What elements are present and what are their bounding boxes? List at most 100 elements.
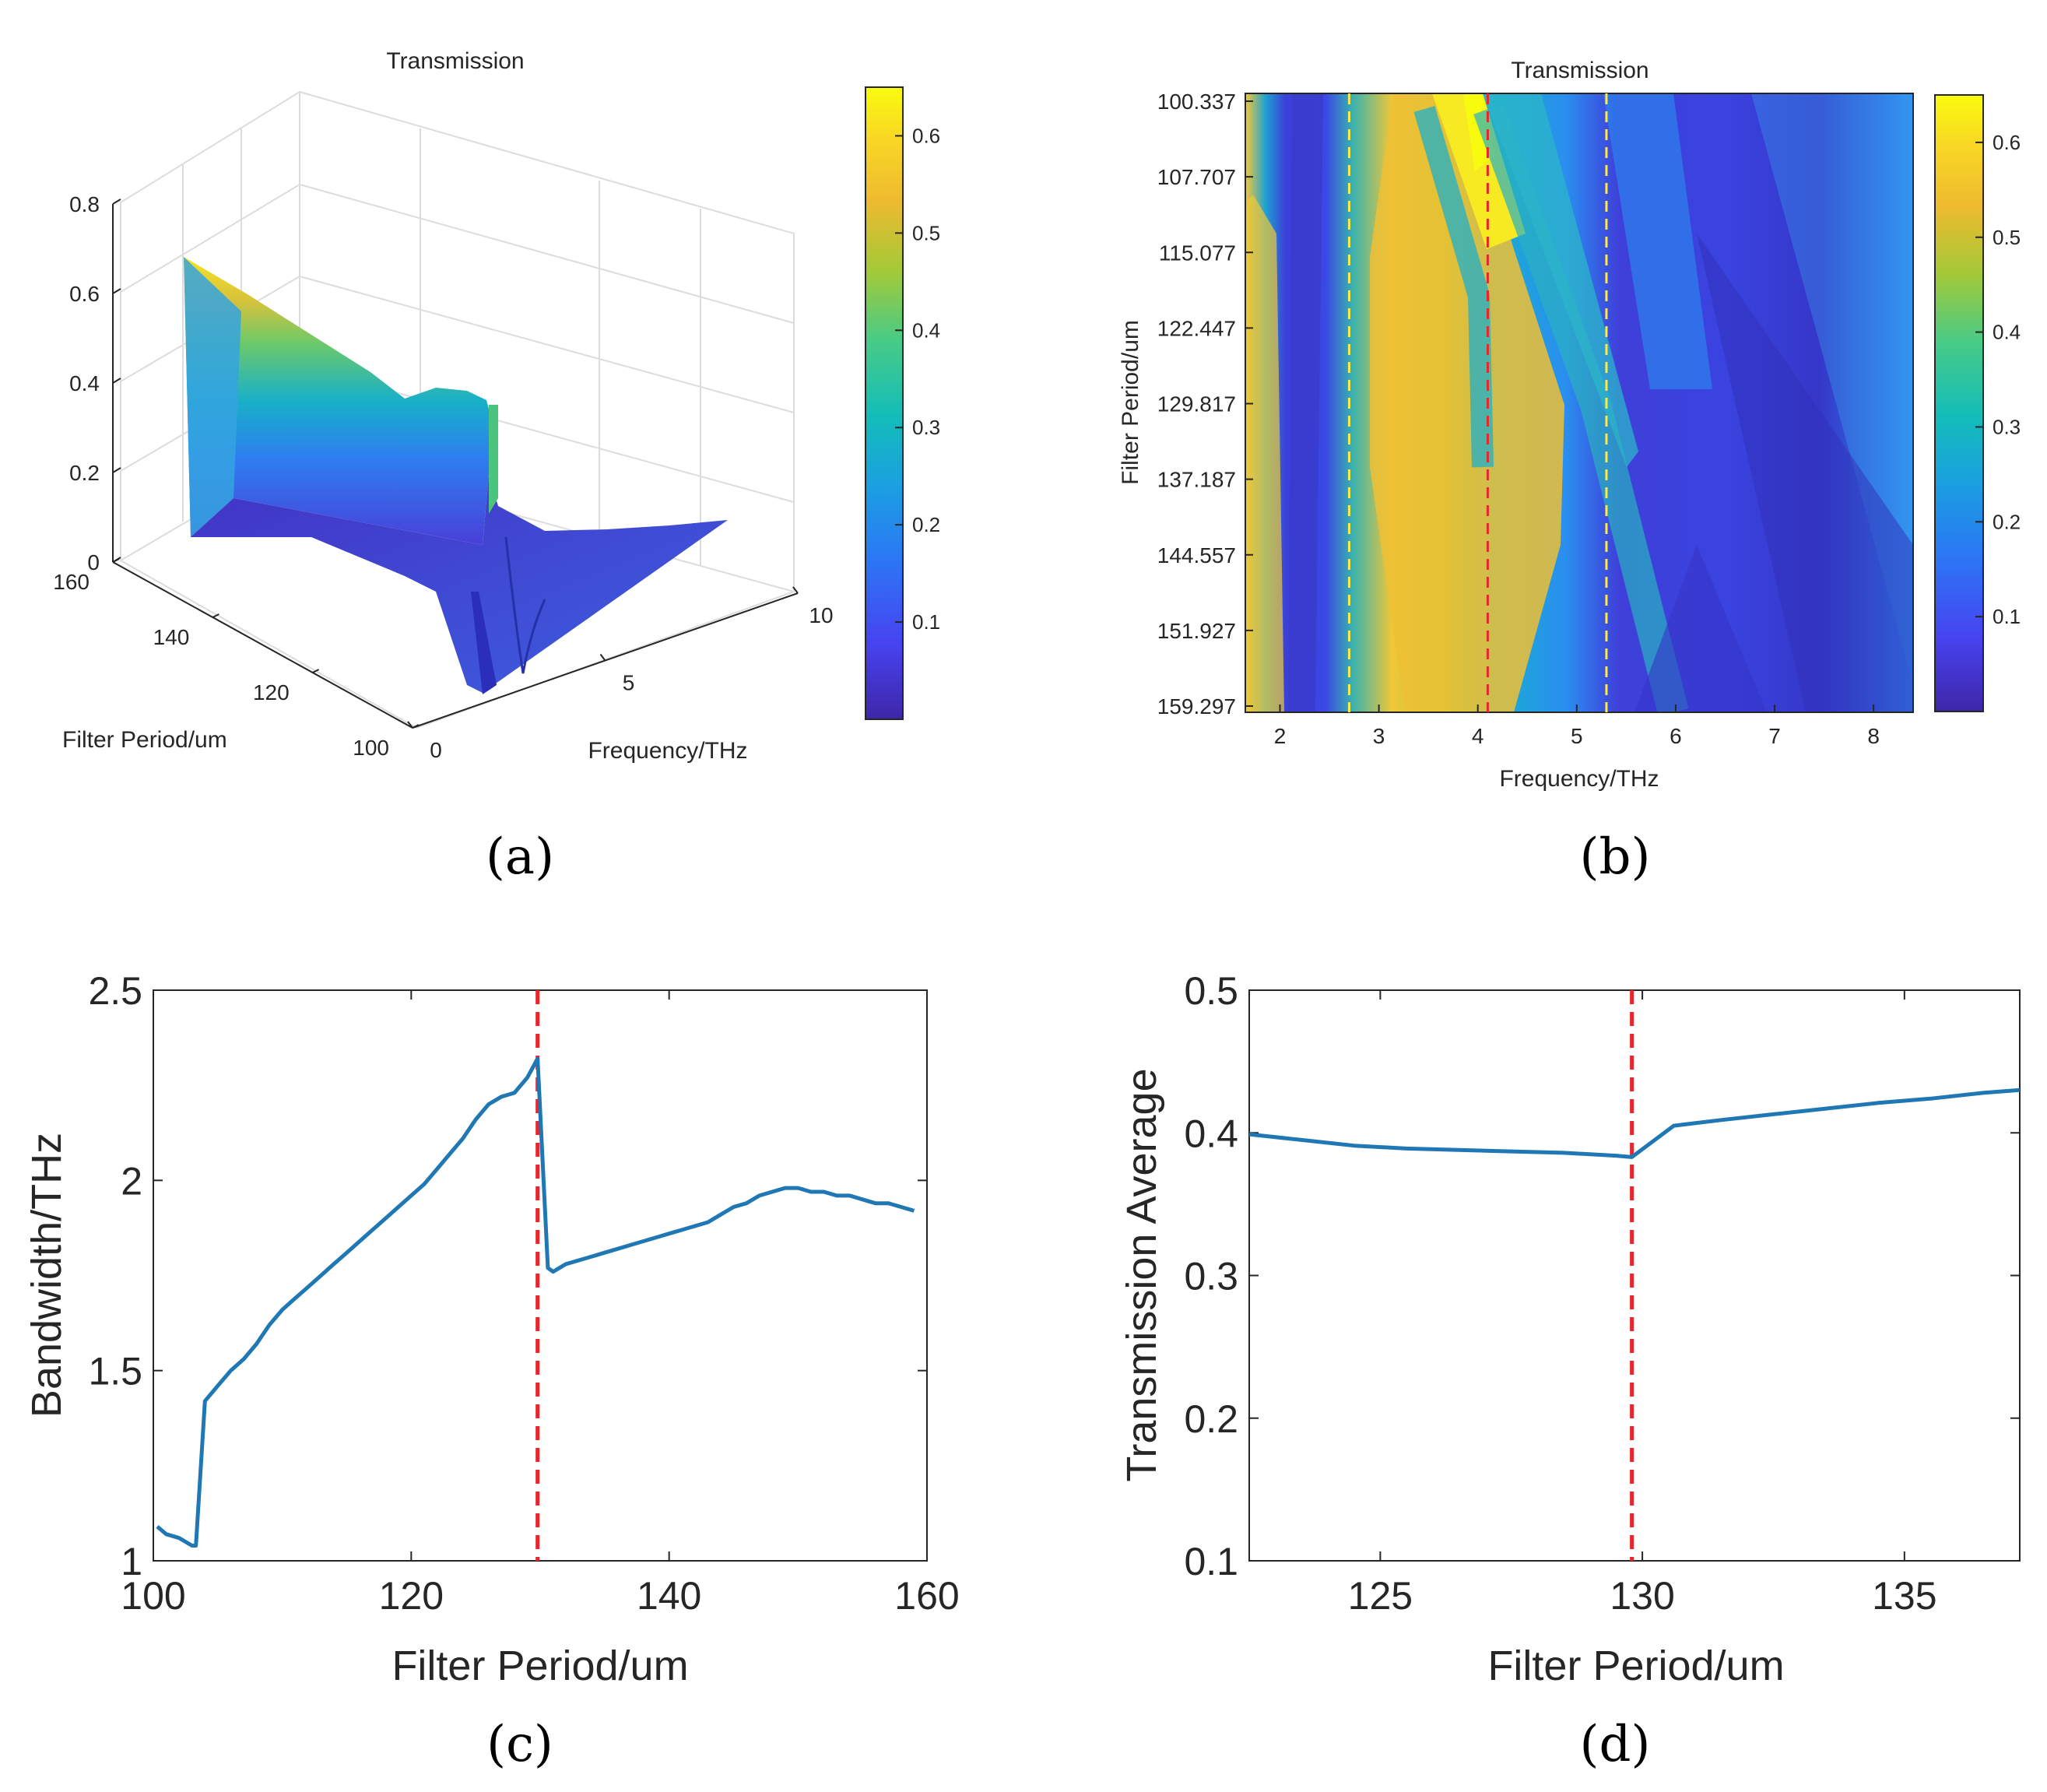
x-tick-mark bbox=[792, 586, 799, 594]
panel-a-surface bbox=[184, 257, 728, 694]
x-tick-mark bbox=[407, 721, 413, 729]
y-tick-label: 160 bbox=[53, 570, 90, 594]
z-tick-label: 0 bbox=[87, 550, 100, 574]
panel-b-x-label: Frequency/THz bbox=[1499, 766, 1659, 792]
z-tick-label: 0.4 bbox=[69, 371, 100, 395]
y-tick-label: 1.5 bbox=[88, 1350, 142, 1393]
panel-a-z-axis: 0 0.2 0.4 0.6 0.8 bbox=[69, 192, 121, 574]
surface-dip bbox=[471, 592, 497, 694]
y-tick-label: 0.5 bbox=[1184, 969, 1238, 1013]
y-tick-label: 100 bbox=[353, 736, 389, 760]
surface-dip-curve bbox=[504, 536, 546, 674]
y-tick-label: 120 bbox=[253, 680, 290, 705]
y-tick-label: 2.5 bbox=[88, 969, 142, 1013]
x-tick-label: 135 bbox=[1872, 1574, 1936, 1618]
colorbar-tick-label: 0.5 bbox=[912, 221, 940, 244]
panel-c-y-label: Bandwidth/THz bbox=[23, 1133, 70, 1418]
y-tick-mark bbox=[312, 669, 320, 673]
x-tick-label: 5 bbox=[623, 671, 635, 695]
panel-c-series bbox=[156, 1056, 915, 1548]
surface-floor bbox=[191, 475, 728, 693]
y-tick-label: 2 bbox=[121, 1159, 142, 1203]
colorbar-tick-label: 0.2 bbox=[912, 513, 940, 536]
colorbar-tick-label: 0.4 bbox=[912, 318, 940, 342]
panel-b-x-ticks: 2 3 4 5 6 7 8 bbox=[1274, 705, 1880, 748]
surface-back-wall bbox=[184, 257, 492, 545]
colorbar-tick-label: 0.6 bbox=[1993, 131, 2021, 154]
y-tick-label: 137.187 bbox=[1157, 468, 1236, 492]
series-line bbox=[1248, 1087, 2021, 1159]
panel-c-axes-box bbox=[153, 989, 928, 1562]
caption-b: (b) bbox=[1580, 828, 1651, 886]
x-tick-label: 6 bbox=[1670, 724, 1682, 748]
panel-b-heatmap: Transmission 2 3 4 5 6 7 8 100.337 107.707 115.0… bbox=[1118, 58, 2021, 792]
y-tick-label: 159.297 bbox=[1157, 694, 1236, 719]
z-tick-label: 0.8 bbox=[69, 192, 100, 216]
surface-ridge bbox=[489, 405, 498, 514]
panel-a-z-ticks: 0 0.2 0.4 0.6 0.8 bbox=[69, 192, 121, 574]
x-tick-label: 10 bbox=[809, 603, 833, 627]
panel-d-ticks: 125 130 135 0.1 0.2 0.3 0.4 0.5 bbox=[1184, 969, 2020, 1618]
panel-a-y-ticks: 100 120 140 160 bbox=[53, 558, 420, 760]
y-tick-label: 0.4 bbox=[1184, 1112, 1238, 1155]
z-tick-mark bbox=[112, 467, 121, 473]
colorbar-tick-label: 0.4 bbox=[1993, 321, 2021, 344]
z-tick-mark bbox=[112, 288, 121, 294]
y-tick-label: 151.927 bbox=[1157, 619, 1236, 643]
y-tick-mark bbox=[112, 558, 120, 563]
y-tick-label: 0.3 bbox=[1184, 1255, 1238, 1298]
colorbar-tick-label: 0.5 bbox=[1993, 226, 2021, 249]
x-tick-label: 140 bbox=[637, 1574, 701, 1618]
panel-b-heatmap-image bbox=[1245, 93, 1913, 712]
panel-c-line-chart: 100 120 140 160 1 1.5 2 2.5 Filter Period/um Ba… bbox=[23, 969, 960, 1689]
panel-c-x-label: Filter Period/um bbox=[391, 1643, 688, 1689]
x-tick-label: 3 bbox=[1373, 724, 1385, 748]
z-tick-mark bbox=[112, 378, 121, 384]
x-tick-label: 5 bbox=[1571, 724, 1583, 748]
panel-b-y-label: Filter Period/um bbox=[1118, 320, 1143, 485]
x-tick-label: 125 bbox=[1348, 1574, 1413, 1618]
panel-a-colorbar-ticks: 0.1 0.2 0.3 0.4 0.5 0.6 bbox=[895, 124, 940, 634]
panel-a-colorbar: 0.1 0.2 0.3 0.4 0.5 0.6 bbox=[865, 86, 940, 720]
z-tick-label: 0.2 bbox=[69, 461, 100, 485]
x-tick-label: 2 bbox=[1274, 724, 1287, 748]
panel-b-title: Transmission bbox=[1511, 58, 1648, 83]
z-tick-mark bbox=[112, 199, 121, 205]
colorbar-tick-label: 0.3 bbox=[912, 416, 940, 439]
colorbar-tick-label: 0.2 bbox=[1993, 510, 2021, 533]
surface-side-face bbox=[184, 257, 241, 537]
panel-a-y-label: Filter Period/um bbox=[62, 727, 227, 753]
caption-c: (c) bbox=[486, 1716, 553, 1773]
series-line bbox=[156, 1056, 915, 1548]
x-tick-label: 130 bbox=[1610, 1574, 1674, 1618]
colorbar-tick-label: 0.1 bbox=[1993, 605, 2021, 628]
panel-d-line-chart: 125 130 135 0.1 0.2 0.3 0.4 0.5 Filter Period/u… bbox=[1118, 969, 2021, 1689]
panel-a-y-axis: 100 120 140 160 Filter Period/um bbox=[53, 558, 420, 760]
x-tick-label: 160 bbox=[894, 1574, 959, 1618]
y-tick-label: 144.557 bbox=[1157, 543, 1236, 567]
colorbar-tick-label: 0.6 bbox=[912, 124, 940, 147]
colorbar-tick-label: 0.3 bbox=[1993, 415, 2021, 438]
x-tick-label: 7 bbox=[1768, 724, 1781, 748]
y-tick-label: 129.817 bbox=[1157, 392, 1236, 416]
y-tick-mark bbox=[212, 613, 219, 618]
panel-a-surface-plot: Transmission bbox=[53, 48, 940, 764]
y-tick-label: 122.447 bbox=[1157, 316, 1236, 340]
colorbar-tick-label: 0.1 bbox=[912, 610, 940, 634]
x-tick-label: 0 bbox=[430, 738, 442, 762]
panel-b-y-ticks: 100.337 107.707 115.077 122.447 129.817 137.1… bbox=[1157, 90, 1253, 719]
panel-b-colorbar: 0.1 0.2 0.3 0.4 0.5 0.6 bbox=[1934, 94, 2021, 712]
panel-d-x-label: Filter Period/um bbox=[1487, 1643, 1784, 1689]
caption-a: (a) bbox=[486, 828, 554, 886]
caption-d: (d) bbox=[1580, 1716, 1651, 1773]
y-tick-label: 0.2 bbox=[1184, 1397, 1238, 1441]
y-tick-label: 115.077 bbox=[1159, 241, 1236, 265]
panel-c-ticks: 100 120 140 160 1 1.5 2 2.5 bbox=[88, 969, 959, 1618]
x-tick-label: 4 bbox=[1472, 724, 1484, 748]
panel-d-series bbox=[1248, 1087, 2021, 1159]
panel-a-x-ticks: 0 5 10 bbox=[407, 586, 834, 762]
y-tick-label: 140 bbox=[153, 625, 190, 649]
panel-d-axes-box bbox=[1248, 989, 2021, 1562]
z-tick-label: 0.6 bbox=[69, 282, 100, 306]
